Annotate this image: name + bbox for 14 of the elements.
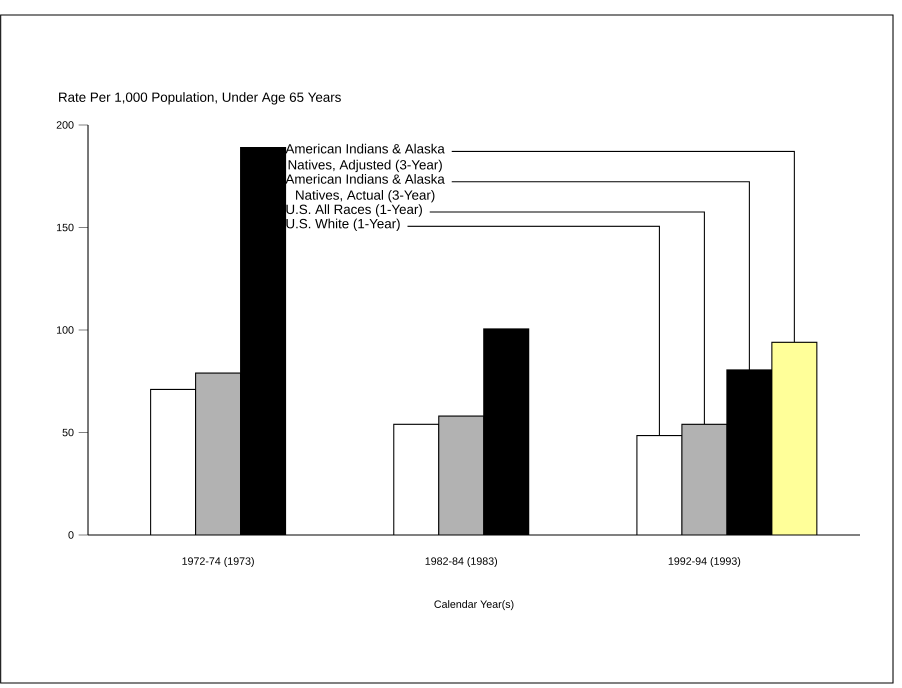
x-tick-label: 1982-84 (1983): [426, 557, 498, 567]
y-tick-label: 150: [56, 224, 74, 232]
series-label: American Indians & Alaska Natives, Actual (3-Year): [285, 174, 445, 202]
y-tick-label: 0: [68, 531, 74, 539]
x-tick-label: 1992-94 (1993): [668, 557, 740, 567]
y-tick-label: 200: [56, 121, 74, 129]
text: American Indians & Alaska Natives, Adjusted (3-Year): [285, 144, 445, 172]
y-axis-title: Rate Per 1,000 Population, Under Age 65 Years: [59, 92, 341, 105]
text: U.S. White (1-Year): [286, 218, 400, 231]
text: U.S. All Races (1-Year): [286, 204, 422, 217]
y-tick-label: 50: [62, 428, 74, 436]
x-tick-label: 1972-74 (1973): [182, 557, 254, 567]
y-tick-label: 100: [56, 326, 74, 334]
x-axis-title: Calendar Year(s): [434, 600, 514, 610]
